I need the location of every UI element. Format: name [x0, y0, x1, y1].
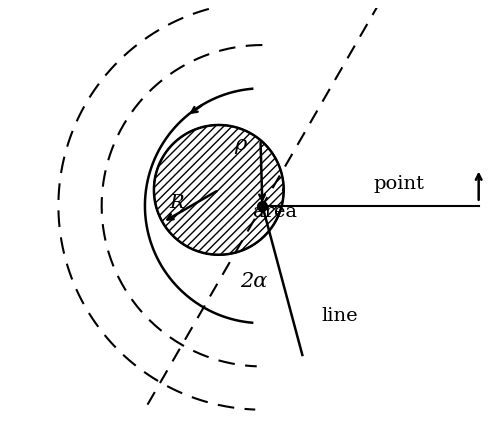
Polygon shape: [154, 125, 284, 255]
Text: line: line: [322, 307, 358, 326]
Text: point: point: [374, 175, 424, 193]
Text: 2α: 2α: [240, 272, 267, 291]
Text: area: area: [253, 203, 297, 221]
Text: R: R: [170, 194, 184, 212]
Text: ρ: ρ: [234, 135, 246, 154]
